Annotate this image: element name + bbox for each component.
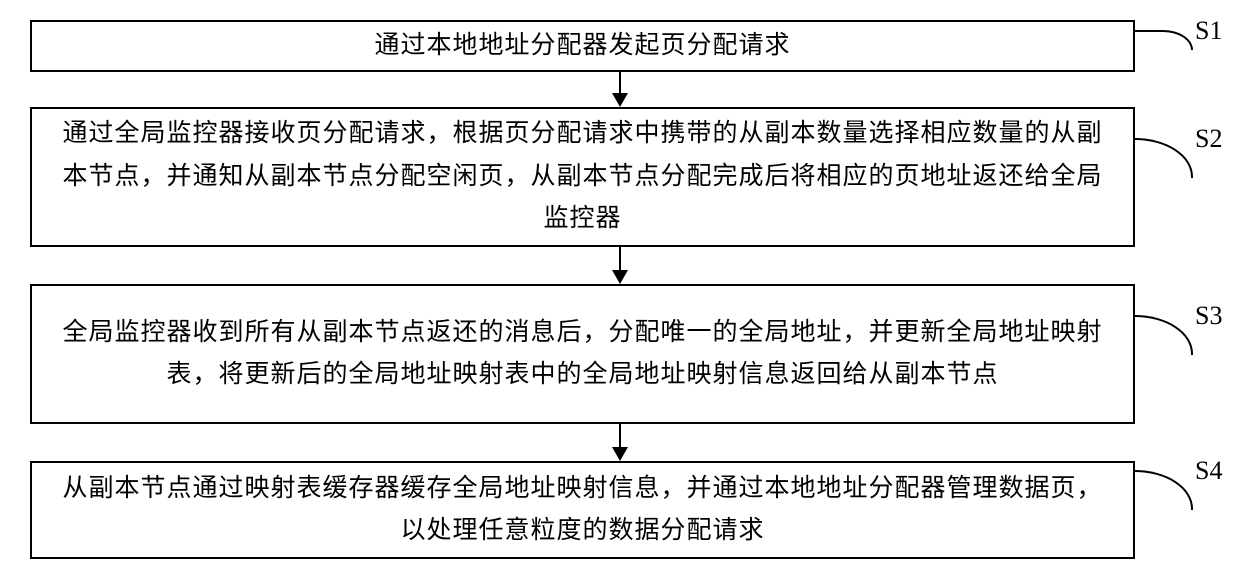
step-text-s4: 从副本节点通过映射表缓存器缓存全局地址映射信息，并通过本地地址分配器管理数据页，… bbox=[52, 468, 1113, 553]
step-box-s2: 通过全局监控器接收页分配请求，根据页分配请求中携带的从副本数量选择相应数量的从副… bbox=[30, 107, 1135, 247]
step-text-s2: 通过全局监控器接收页分配请求，根据页分配请求中携带的从副本数量选择相应数量的从副… bbox=[52, 113, 1113, 241]
step-box-s1: 通过本地地址分配器发起页分配请求 bbox=[30, 20, 1135, 72]
step-label-s4: S4 bbox=[1195, 456, 1222, 486]
step-label-s1: S1 bbox=[1195, 16, 1222, 46]
step-box-s3: 全局监控器收到所有从副本节点返还的消息后，分配唯一的全局地址，并更新全局地址映射… bbox=[30, 284, 1135, 424]
flowchart-container: 通过本地地址分配器发起页分配请求 .arrow-down[data-name="… bbox=[30, 20, 1210, 559]
step-text-s3: 全局监控器收到所有从副本节点返还的消息后，分配唯一的全局地址，并更新全局地址映射… bbox=[52, 312, 1113, 397]
step-label-s2: S2 bbox=[1195, 124, 1222, 154]
step-box-s4: 从副本节点通过映射表缓存器缓存全局地址映射信息，并通过本地地址分配器管理数据页，… bbox=[30, 461, 1135, 559]
step-label-s3: S3 bbox=[1195, 301, 1222, 331]
step-text-s1: 通过本地地址分配器发起页分配请求 bbox=[374, 25, 790, 68]
